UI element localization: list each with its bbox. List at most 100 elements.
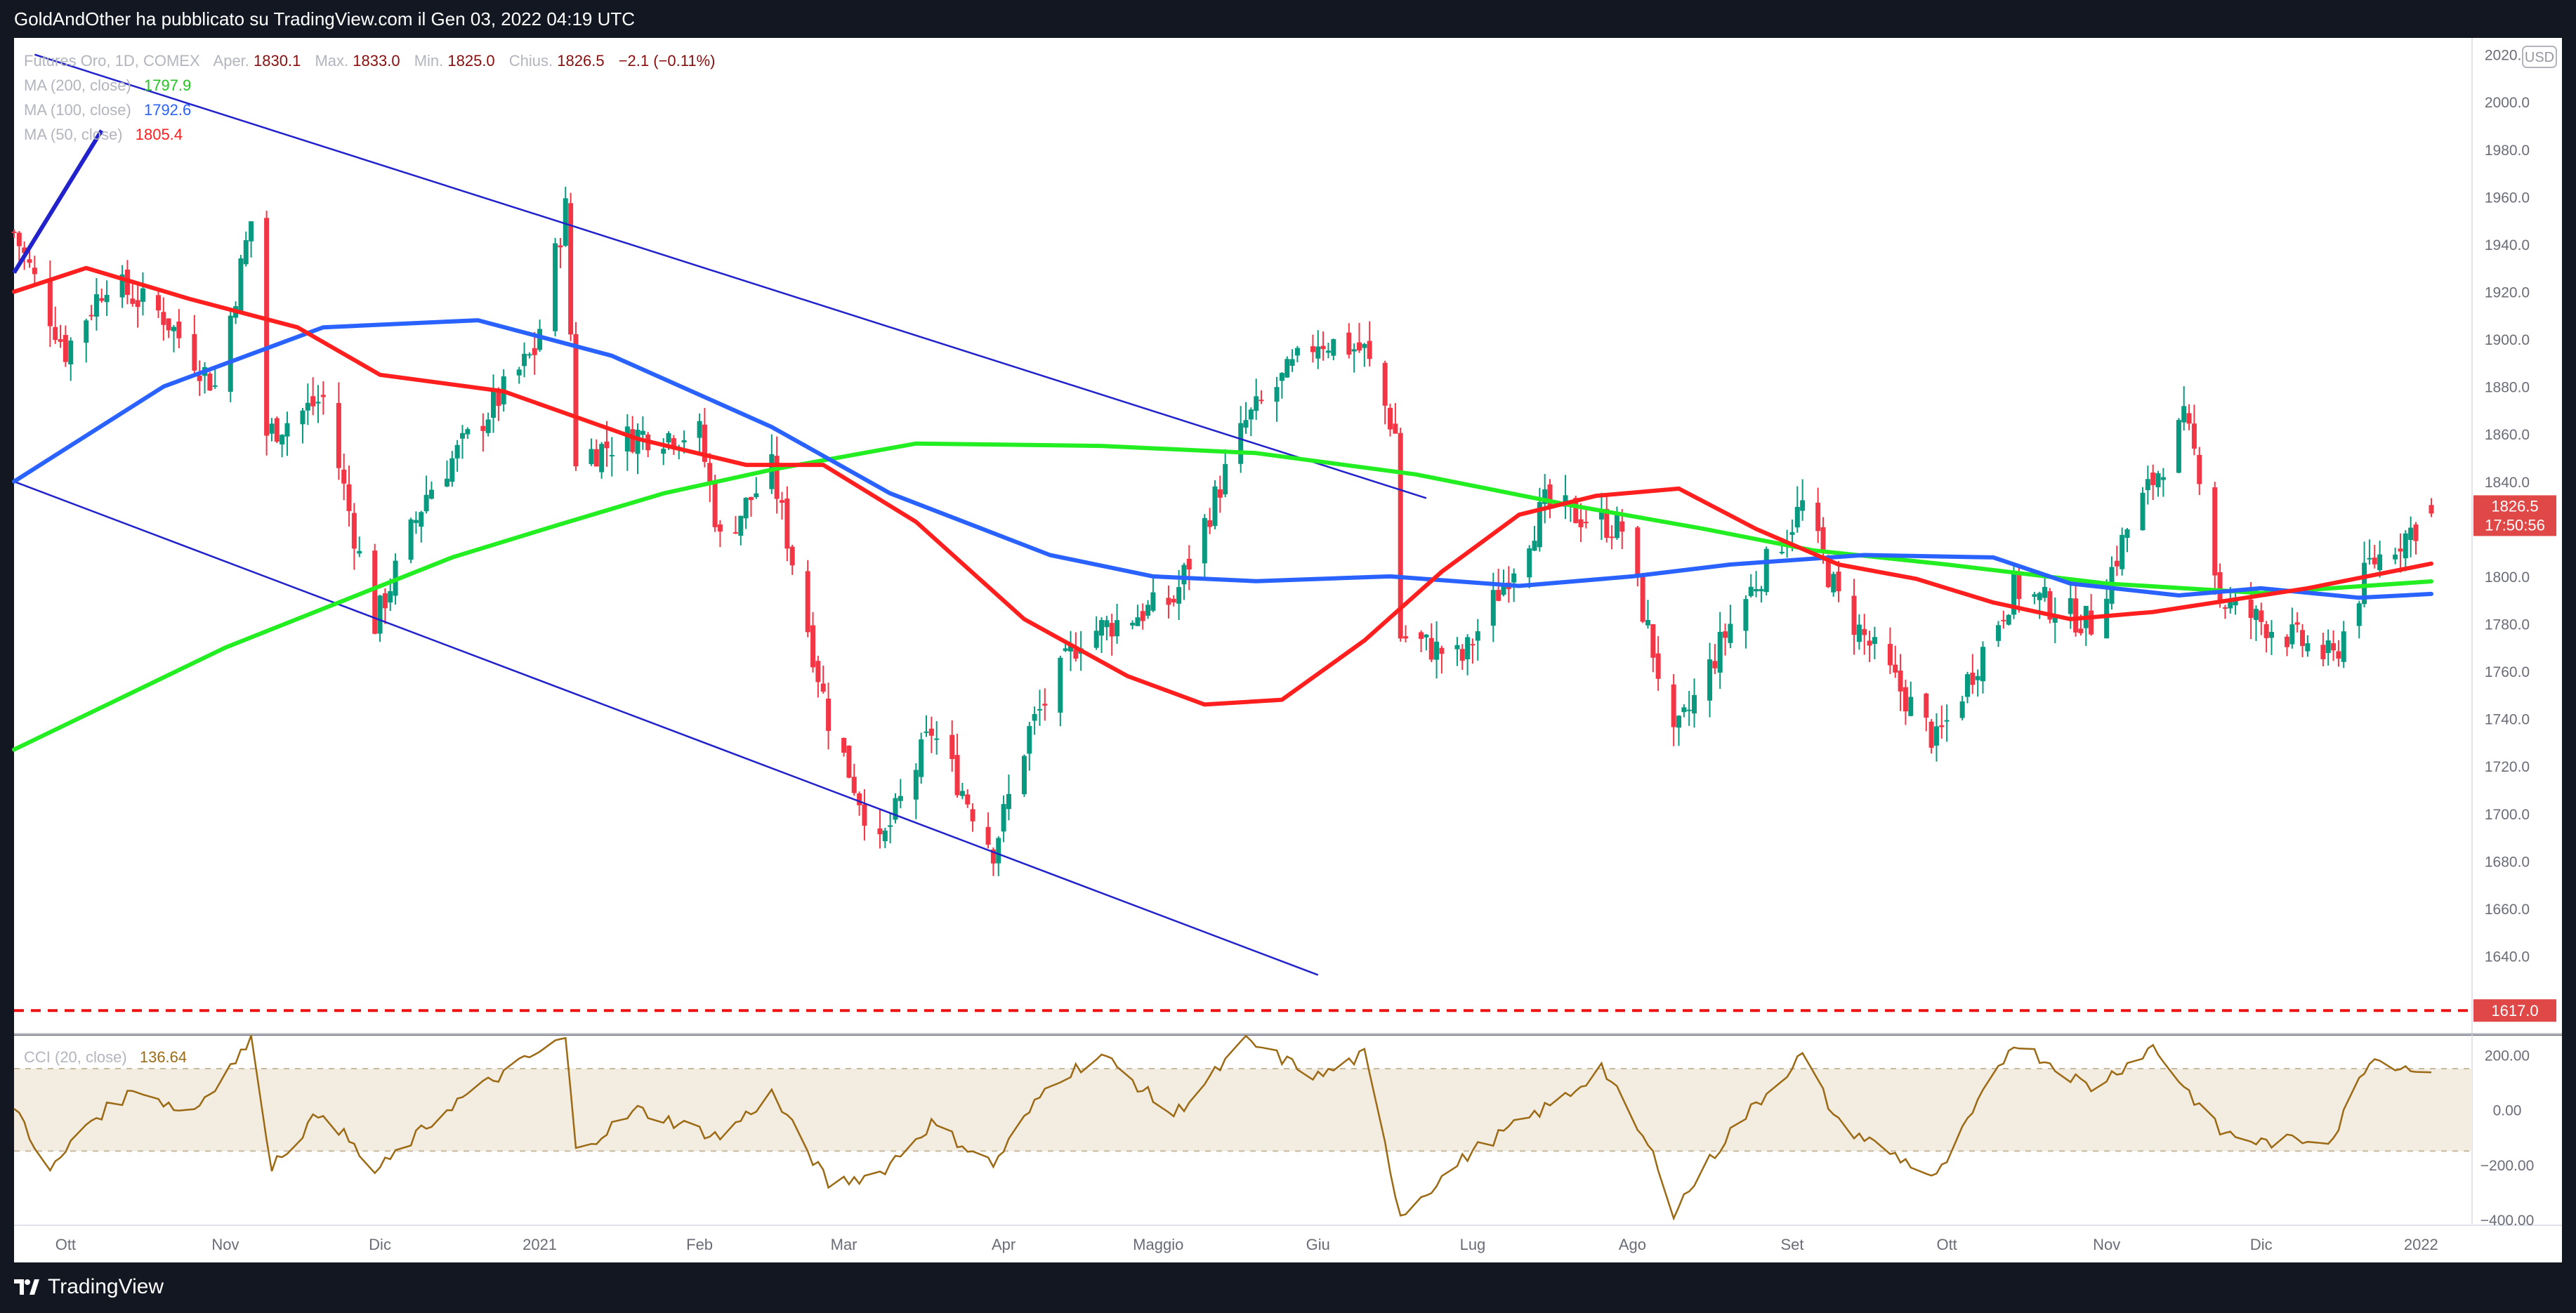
candle-body [862,804,867,826]
candle-body [573,334,579,467]
high-value: 1833.0 [353,52,400,70]
candle-body [1754,588,1759,592]
candle-body [702,424,707,462]
time-tick-label: Giu [1306,1236,1330,1253]
cci-axis-panel[interactable] [2472,1036,2562,1225]
candle-body [11,231,17,233]
candle-body [1712,661,1718,668]
candle-body [166,318,171,331]
price-tick-label: 1900.0 [2485,332,2530,348]
main-chart-panel[interactable] [14,38,2472,1034]
candle-body [2331,643,2337,651]
candle-body [2037,593,2042,600]
candle-body [2429,505,2434,514]
candle-body [2073,598,2079,633]
candle-body [2325,640,2331,654]
time-tick-label: Nov [2093,1236,2120,1253]
candle-body [707,463,713,484]
publisher-bar: GoldAndOther ha pubblicato su TradingVie… [0,0,2576,38]
ma50-label[interactable]: MA (50, close) [24,126,123,143]
svg-text:MA (100, close) 1792.6: MA (100, close) 1792.6 [24,101,191,119]
candle-body [1279,373,1284,381]
high-label: Max. [315,52,348,70]
candle-body [593,449,599,467]
candle-body [784,499,790,549]
candle-body [346,484,352,511]
candle-body [2259,610,2264,622]
candle-body [1067,645,1073,652]
ma50-value: 1805.4 [136,126,183,143]
candle-body [171,326,177,331]
candle-body [2377,554,2383,571]
candle-body [671,438,676,449]
candle-body [197,375,202,381]
candle-body [274,418,280,442]
price-tick-label: 1640.0 [2485,949,2530,965]
candle-body [893,798,898,820]
time-axis-panel[interactable] [14,1225,2562,1262]
candle-body [1150,592,1156,611]
ma100-label[interactable]: MA (100, close) [24,101,131,119]
candle-body [630,429,636,452]
candle-body [1099,620,1105,636]
candle-body [284,423,290,437]
channel-lines[interactable] [12,53,1427,976]
price-tick-label: 2020.0 [2485,48,2530,64]
candle-body [2006,614,2011,625]
channel-line[interactable] [13,480,1319,976]
cci-band-fill [14,1068,2472,1152]
candle-body [815,661,821,682]
candle-body [382,593,388,609]
candle-body [1717,631,1723,673]
candle-body [1980,647,1986,682]
candle-body [1459,649,1465,661]
candle-body [1547,484,1553,506]
candle-body [1037,708,1042,711]
candle-body [1454,645,1460,649]
candle-body [743,497,749,519]
candle-body [310,396,316,407]
candle-body [1933,726,1939,746]
candle-body [599,444,605,473]
cci-label[interactable]: CCI (20, close) [24,1048,127,1066]
candle-body [1388,407,1393,430]
currency-badge[interactable]: USD [2522,46,2557,68]
candle-body [1362,344,1367,348]
candle-body [635,430,640,454]
candle-body [681,440,687,443]
candle-body [53,326,58,341]
candle-body [119,274,125,298]
instrument-name[interactable]: Futures Oro, 1D, COMEX [24,52,200,70]
candle-body [280,435,285,444]
candle-body [2181,406,2187,423]
candle-body [1609,536,1615,539]
candle-body [624,426,630,451]
candle-body [2222,607,2228,609]
candle-body [459,433,465,439]
time-tick-label: Mar [831,1236,857,1253]
candle-body [1145,605,1151,616]
last-price-value: 1826.5 [2491,497,2538,515]
candle-body [496,390,501,407]
trend-line-short[interactable] [12,129,104,275]
candle-body [2320,645,2326,659]
candle-body [1825,558,1831,588]
svg-text:Futures Oro, 1D, COMEX: Futures Oro, 1D, COMEX Aper. 1830.1 Max.… [24,52,716,70]
channel-line[interactable] [34,53,1427,499]
candle-body [372,550,378,634]
candle-body [1393,423,1398,434]
candle-body [820,683,826,692]
candle-body [1063,648,1068,651]
chart-canvas[interactable]: 2020.0 2000.0 1980.0 1960.0 1940.0 1920.0 1900… [0,0,2576,1262]
candle-body [413,520,419,523]
candle-body [1573,498,1579,524]
candle-body [2155,473,2161,487]
tradingview-brand[interactable]: TradingView [13,1275,164,1299]
price-tick-label: 1920.0 [2485,285,2530,301]
candle-body [1367,341,1372,359]
candle-body [1140,611,1145,621]
candle-body [1093,631,1099,648]
ma200-label[interactable]: MA (200, close) [24,77,131,94]
candle-body [851,777,857,793]
candle-body [1640,575,1645,622]
